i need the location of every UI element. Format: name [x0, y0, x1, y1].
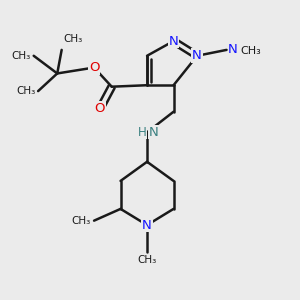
Text: N: N: [192, 49, 202, 62]
Text: N: N: [142, 219, 152, 232]
Text: CH₃: CH₃: [72, 216, 91, 226]
Text: H: H: [138, 126, 146, 139]
Text: O: O: [95, 102, 105, 115]
Text: N: N: [169, 34, 178, 48]
Text: N: N: [228, 44, 238, 56]
Text: N: N: [148, 126, 158, 139]
Text: CH₃: CH₃: [241, 46, 261, 56]
Text: CH₃: CH₃: [16, 86, 35, 96]
Text: CH₃: CH₃: [137, 254, 157, 265]
Text: CH₃: CH₃: [63, 34, 83, 44]
Text: O: O: [89, 61, 99, 74]
Text: CH₃: CH₃: [11, 51, 31, 61]
